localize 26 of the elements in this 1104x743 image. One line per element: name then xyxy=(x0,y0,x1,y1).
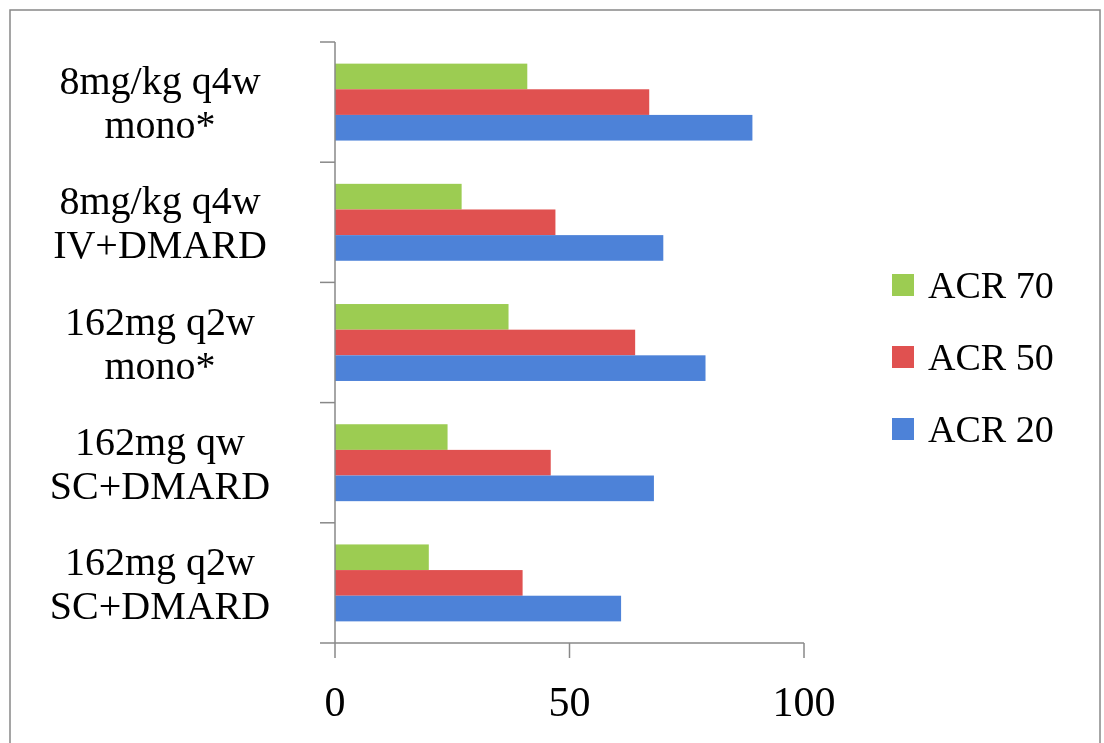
y-tick-label: 162mg q2w SC+DMARD xyxy=(49,538,271,628)
x-tick-label: 0 xyxy=(324,679,346,725)
bar xyxy=(335,595,622,622)
y-tick-label: 162mg qw SC+DMARD xyxy=(49,418,271,508)
bar xyxy=(335,475,654,502)
legend-label: ACR 70 xyxy=(928,264,1054,306)
bar xyxy=(335,570,523,596)
y-tick-label: 8mg/kg q4w mono* xyxy=(59,58,261,148)
bar xyxy=(335,424,448,450)
bar xyxy=(335,209,556,236)
bar xyxy=(335,183,462,210)
legend-label: ACR 20 xyxy=(928,408,1054,450)
bar xyxy=(335,449,551,476)
bar xyxy=(335,89,650,115)
x-tick-label: 100 xyxy=(772,679,836,725)
y-tick-label: 162mg q2w mono* xyxy=(65,298,256,388)
bar xyxy=(335,304,509,330)
bar xyxy=(335,329,636,356)
legend-label: ACR 50 xyxy=(928,336,1054,378)
y-tick-label: 8mg/kg q4w IV+DMARD xyxy=(53,178,267,268)
bar xyxy=(335,63,528,90)
bar xyxy=(335,235,664,261)
bar xyxy=(335,544,429,571)
bar xyxy=(335,355,706,381)
x-tick-label: 50 xyxy=(548,679,591,725)
bar xyxy=(335,114,753,141)
